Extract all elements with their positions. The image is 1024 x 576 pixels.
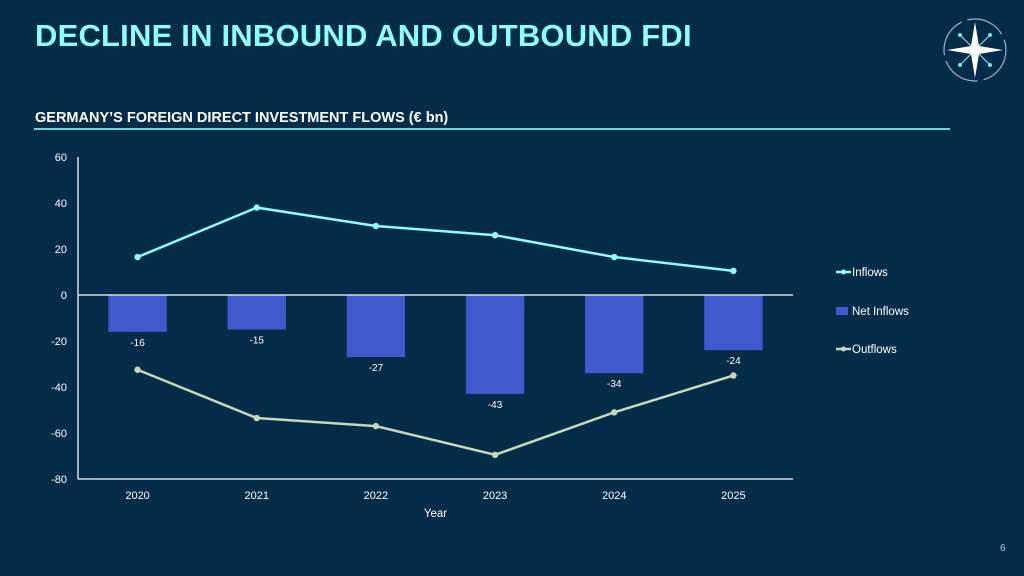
point-outflows [253,414,260,422]
slide-title: DECLINE IN INBOUND AND OUTBOUND FDI [35,18,692,53]
compass-star-icon [943,18,1007,82]
y-tick-label: 60 [55,152,67,164]
point-inflows [253,204,260,211]
point-outflows [134,366,141,373]
point-inflows [611,253,618,261]
legend-marker-inflows [841,269,846,275]
point-outflows [491,451,499,459]
point-inflows [372,222,380,230]
point-inflows [491,232,499,239]
y-tick-label: -20 [51,336,67,348]
line-inflows [137,206,734,273]
x-tick-label: 2024 [602,490,626,502]
line-outflows [137,368,734,457]
y-tick-label: -40 [51,382,67,394]
legend-label: Outflows [852,344,897,356]
point-outflows [730,372,737,379]
legend-label: Net Inflows [852,306,909,318]
bar-data-label: -24 [726,356,741,367]
bar-net-inflows [585,295,644,374]
bar-data-label: -27 [369,363,384,374]
bar-data-label: -43 [488,400,503,411]
legend-marker-outflows [841,346,846,352]
chart-subtitle: GERMANY’S FOREIGN DIRECT INVESTMENT FLOW… [35,110,449,126]
y-tick-label: 0 [61,290,67,302]
y-tick-label: -80 [51,474,67,486]
y-tick-label: 20 [55,244,67,256]
bar-data-label: -34 [607,379,622,390]
x-tick-label: 2020 [125,490,149,502]
bar-net-inflows [704,295,763,351]
point-outflows [372,422,380,430]
y-tick-label: -60 [51,428,67,440]
subtitle-underline [34,128,950,130]
x-tick-label: 2023 [483,490,507,502]
point-inflows [730,267,737,275]
legend-label: Inflows [852,267,888,279]
y-tick-label: 40 [55,198,67,210]
point-inflows [134,253,141,261]
x-tick-label: 2025 [721,490,745,502]
x-axis-title: Year [424,508,447,520]
bar-net-inflows [227,295,286,330]
bar-data-label: -15 [250,336,265,347]
legend-swatch-net-inflows [836,307,848,315]
point-outflows [611,409,618,416]
bar-data-label: -16 [130,338,145,349]
bar-net-inflows [465,295,525,394]
x-tick-label: 2021 [245,490,269,502]
bar-net-inflows [108,295,167,332]
x-tick-label: 2022 [364,490,388,502]
bar-net-inflows [346,295,406,358]
page-number: 6 [1000,543,1006,554]
